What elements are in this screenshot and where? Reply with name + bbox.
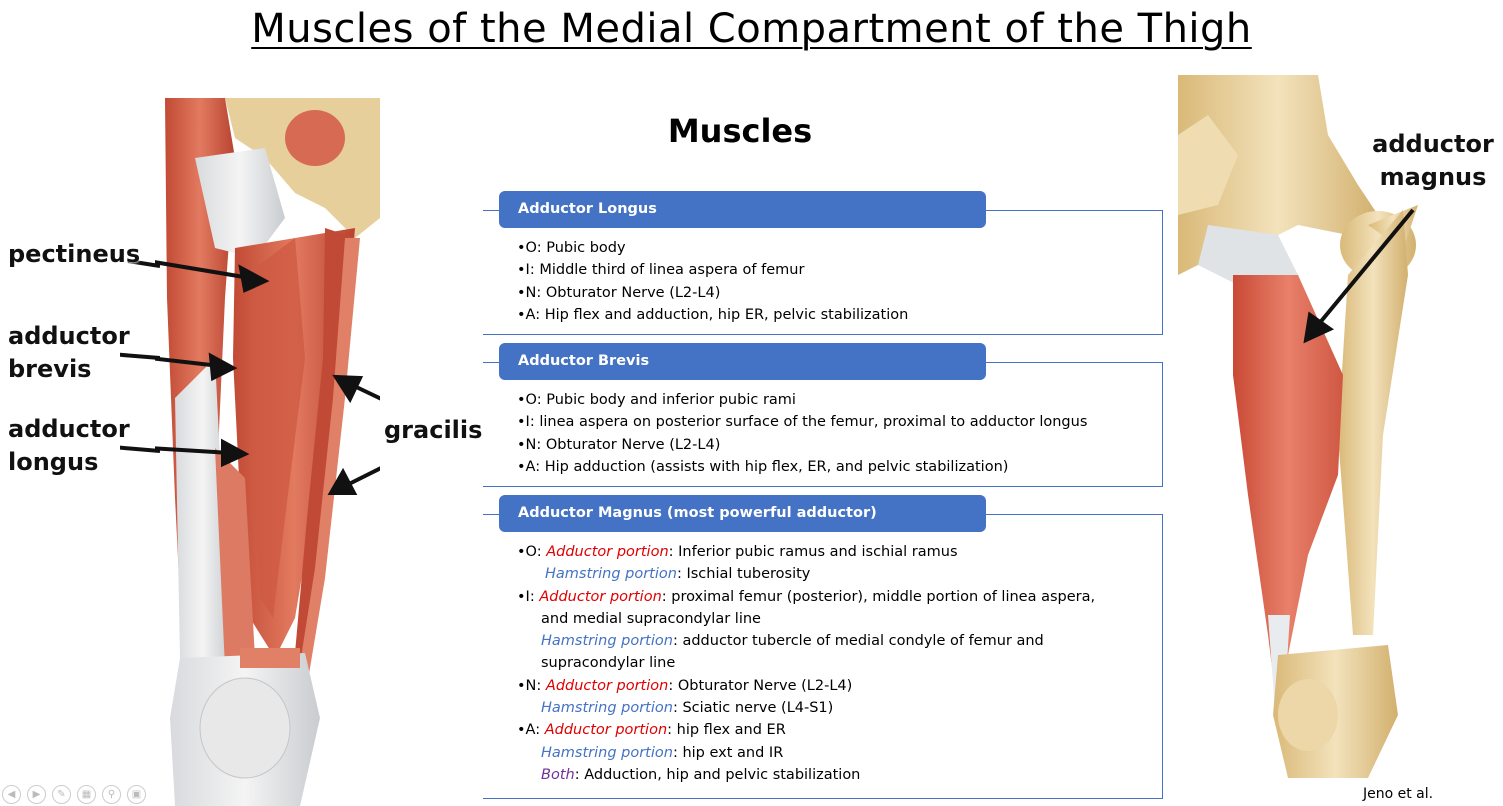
adductor-magnus-details: •O: Adductor portion: Inferior pubic ram… — [517, 541, 1095, 786]
adductor-magnus-illustration — [1178, 75, 1418, 778]
adductor-brevis-details: •O: Pubic body and inferior pubic rami •… — [517, 389, 1087, 478]
image-credit: Jeno et al. — [1363, 786, 1434, 802]
insertion-hamstring-line-2: supracondylar line — [541, 655, 676, 672]
origin-line: •O: Pubic body — [517, 240, 626, 256]
subtitle-icon[interactable]: ▣ — [127, 785, 146, 804]
next-icon[interactable]: ▶ — [27, 785, 46, 804]
origin-line: •O: Pubic body and inferior pubic rami — [517, 392, 796, 408]
label-gracilis: gracilis — [384, 416, 483, 444]
action-line: •A: Hip adduction (assists with hip flex… — [517, 458, 1009, 475]
header-connector — [483, 210, 499, 211]
action-line: •A: Hip flex and adduction, hip ER, pelv… — [517, 306, 909, 323]
label-arrows-left — [120, 259, 160, 453]
prev-icon[interactable]: ◀ — [2, 785, 21, 804]
adductor-brevis-header: Adductor Brevis — [499, 343, 986, 380]
header-connector — [483, 514, 499, 515]
nerve-adductor-line: •N: Adductor portion: Obturator Nerve (L… — [517, 677, 853, 694]
label-adductor-magnus: adductor magnus — [1372, 130, 1494, 191]
nerve-line: •N: Obturator Nerve (L2-L4) — [517, 284, 721, 301]
section-title: Muscles — [667, 112, 813, 150]
adductor-longus-header: Adductor Longus — [499, 191, 986, 228]
insertion-line: •I: Middle third of linea aspera of femu… — [517, 262, 805, 279]
nerve-line: •N: Obturator Nerve (L2-L4) — [517, 436, 721, 453]
adductor-magnus-header: Adductor Magnus (most powerful adductor) — [499, 495, 986, 532]
origin-adductor-line: •O: Adductor portion: Inferior pubic ram… — [517, 544, 958, 560]
insertion-line: •I: linea aspera on posterior surface of… — [517, 414, 1088, 431]
insertion-adductor-line: •I: Adductor portion: proximal femur (po… — [517, 588, 1096, 605]
presentation-toolbar: ◀ ▶ ✎ ▦ ⚲ ▣ — [2, 785, 146, 804]
adductor-longus-details: •O: Pubic body •I: Middle third of linea… — [517, 237, 908, 326]
header-connector — [483, 362, 499, 363]
slides-icon[interactable]: ▦ — [77, 785, 96, 804]
action-both-line: Both: Adduction, hip and pelvic stabiliz… — [541, 766, 861, 783]
action-hamstring-line: Hamstring portion: hip ext and IR — [541, 744, 784, 761]
thigh-muscles-anterior-illustration — [155, 98, 380, 806]
adductor-magnus-box: Adductor Magnus (most powerful adductor)… — [483, 495, 1163, 799]
nerve-hamstring-line: Hamstring portion: Sciatic nerve (L4-S1) — [541, 700, 834, 717]
zoom-icon[interactable]: ⚲ — [102, 785, 121, 804]
action-adductor-line: •A: Adductor portion: hip flex and ER — [517, 722, 786, 739]
insertion-adductor-line-2: and medial supracondylar line — [541, 610, 761, 627]
label-pectineus: pectineus — [8, 240, 141, 268]
adductor-longus-box: Adductor Longus •O: Pubic body •I: Middl… — [483, 191, 1163, 335]
pen-icon[interactable]: ✎ — [52, 785, 71, 804]
label-adductor-longus: adductor longus — [8, 415, 130, 476]
label-adductor-brevis: adductor brevis — [8, 322, 130, 383]
slide-title: Muscles of the Medial Compartment of the… — [251, 6, 1252, 52]
origin-hamstring-line: Hamstring portion: Ischial tuberosity — [545, 566, 811, 583]
adductor-brevis-box: Adductor Brevis •O: Pubic body and infer… — [483, 343, 1163, 487]
insertion-hamstring-line: Hamstring portion: adductor tubercle of … — [541, 633, 1044, 650]
